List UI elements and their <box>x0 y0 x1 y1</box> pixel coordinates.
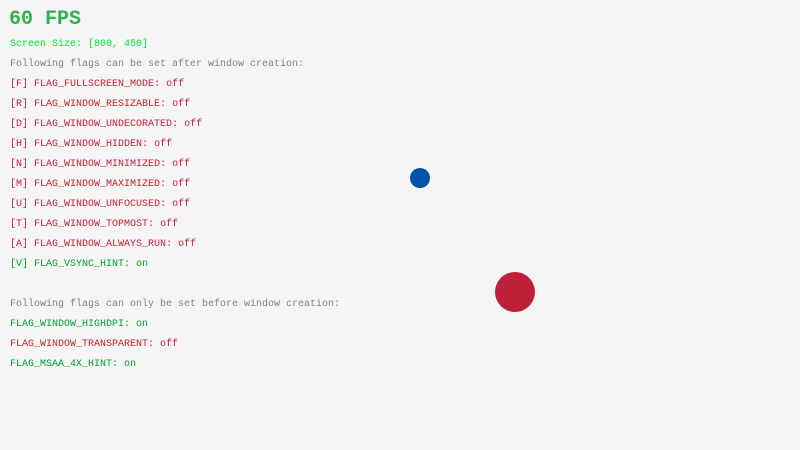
flag-state: on <box>124 359 137 370</box>
flag-key: [M] <box>10 179 29 190</box>
flag-state: off <box>184 119 203 130</box>
flag-key: [A] <box>10 239 29 250</box>
flag-state: off <box>160 339 179 350</box>
flag-key: [U] <box>10 199 29 210</box>
flag-row-flag-msaa-4x-hint: FLAG_MSAA_4X_HINT: on <box>10 359 137 370</box>
flag-name: FLAG_WINDOW_UNFOCUSED <box>34 199 161 210</box>
flag-name: FLAG_WINDOW_RESIZABLE <box>34 99 161 110</box>
flag-row-flag-window-undecorated: [D] FLAG_WINDOW_UNDECORATED: off <box>10 119 203 130</box>
flag-name: FLAG_WINDOW_MINIMIZED <box>34 159 161 170</box>
flag-state: off <box>172 99 191 110</box>
flag-key: [V] <box>10 259 29 270</box>
flag-key: [T] <box>10 219 29 230</box>
flag-row-flag-window-always-run: [A] FLAG_WINDOW_ALWAYS_RUN: off <box>10 239 197 250</box>
screen-size-label: Screen Size: [800, 450] <box>10 39 149 50</box>
flag-row-flag-window-minimized: [N] FLAG_WINDOW_MINIMIZED: off <box>10 159 191 170</box>
blue-ball <box>410 168 430 188</box>
red-ball <box>495 272 535 312</box>
flag-row-flag-window-transparent: FLAG_WINDOW_TRANSPARENT: off <box>10 339 179 350</box>
flag-key: [H] <box>10 139 29 150</box>
flag-name: FLAG_WINDOW_ALWAYS_RUN <box>34 239 167 250</box>
flag-name: FLAG_WINDOW_TRANSPARENT <box>10 339 149 350</box>
flag-name: FLAG_WINDOW_HIDDEN <box>34 139 143 150</box>
flag-key: [N] <box>10 159 29 170</box>
flag-state: on <box>136 319 149 330</box>
flag-row-flag-fullscreen-mode: [F] FLAG_FULLSCREEN_MODE: off <box>10 79 185 90</box>
flag-row-flag-window-unfocused: [U] FLAG_WINDOW_UNFOCUSED: off <box>10 199 191 210</box>
flag-row-flag-vsync-hint: [V] FLAG_VSYNC_HINT: on <box>10 259 149 270</box>
flag-state: off <box>160 219 179 230</box>
before-creation-header: Following flags can only be set before w… <box>10 299 341 310</box>
flag-row-flag-window-maximized: [M] FLAG_WINDOW_MAXIMIZED: off <box>10 179 191 190</box>
flag-state: off <box>154 139 173 150</box>
flag-name: FLAG_WINDOW_HIGHDPI <box>10 319 125 330</box>
flag-row-flag-window-highdpi: FLAG_WINDOW_HIGHDPI: on <box>10 319 149 330</box>
flag-name: FLAG_WINDOW_UNDECORATED <box>34 119 173 130</box>
flag-key: [R] <box>10 99 29 110</box>
flag-state: off <box>166 79 185 90</box>
flag-state: off <box>172 179 191 190</box>
flag-key: [D] <box>10 119 29 130</box>
flag-state: off <box>172 159 191 170</box>
flag-name: FLAG_WINDOW_MAXIMIZED <box>34 179 161 190</box>
flag-row-flag-window-topmost: [T] FLAG_WINDOW_TOPMOST: off <box>10 219 179 230</box>
flag-state: off <box>172 199 191 210</box>
after-creation-header: Following flags can be set after window … <box>10 59 305 70</box>
flag-state: off <box>178 239 197 250</box>
flag-name: FLAG_WINDOW_TOPMOST <box>34 219 149 230</box>
flag-row-flag-window-resizable: [R] FLAG_WINDOW_RESIZABLE: off <box>10 99 191 110</box>
flag-key: [F] <box>10 79 29 90</box>
flag-name: FLAG_MSAA_4X_HINT <box>10 359 113 370</box>
flag-state: on <box>136 259 149 270</box>
fps-counter: 60 FPS <box>9 8 82 31</box>
flag-name: FLAG_FULLSCREEN_MODE <box>34 79 155 90</box>
flag-row-flag-window-hidden: [H] FLAG_WINDOW_HIDDEN: off <box>10 139 173 150</box>
flag-name: FLAG_VSYNC_HINT <box>34 259 125 270</box>
